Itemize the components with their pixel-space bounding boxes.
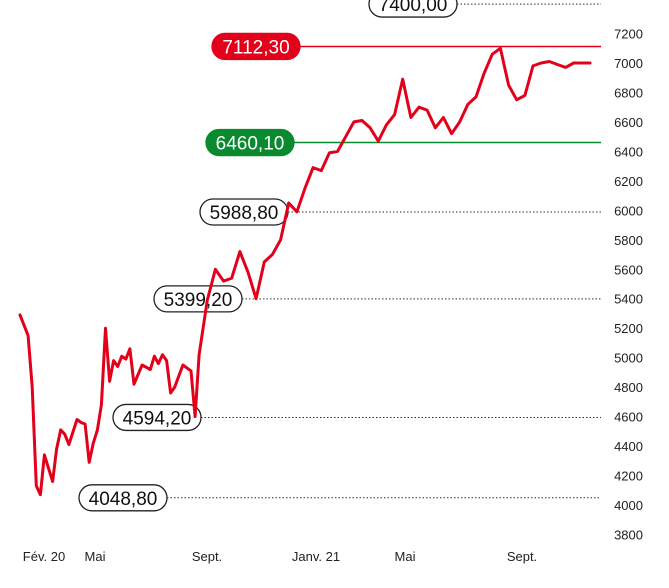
y-axis-ticks: 3800 4000 4200 4400 4600 4800 5000 5200 5400 5600…	[614, 27, 643, 543]
y-tick-label: 6200	[614, 174, 643, 189]
y-tick-label: 5800	[614, 233, 643, 248]
level-label: 4594,20	[123, 408, 192, 429]
y-tick-label: 6000	[614, 203, 643, 218]
level-label-pill	[211, 32, 301, 61]
y-tick-label: 5200	[614, 321, 643, 336]
series-group	[18, 46, 592, 497]
level-label: 5399,20	[164, 290, 233, 311]
level-label: 4048,80	[89, 489, 158, 510]
x-tick-label: Mai	[395, 549, 416, 564]
level-label: 7112,30	[222, 37, 289, 58]
y-tick-label: 5000	[614, 351, 643, 366]
x-tick-label: Sept.	[507, 549, 537, 564]
reference-levels: 7400,00 7112,30 6460,10 5988,80 5399,20 4594,…	[78, 0, 601, 512]
y-tick-label: 4000	[614, 498, 643, 513]
y-tick-label: 4400	[614, 439, 643, 454]
y-tick-label: 6400	[614, 144, 643, 159]
y-tick-label: 5400	[614, 292, 643, 307]
level-label-pill	[153, 285, 243, 313]
x-tick-label: Janv. 21	[292, 549, 340, 564]
y-tick-label: 4200	[614, 469, 643, 484]
level-label-pill	[112, 403, 202, 432]
x-tick-label: Sept.	[192, 549, 222, 564]
level-label: 7400,00	[379, 0, 448, 16]
level-label-pill	[78, 484, 168, 512]
level-label: 5988,80	[210, 203, 279, 224]
x-tick-label: Fév. 20	[23, 549, 65, 564]
x-axis-ticks: Fév. 20 Mai Sept. Janv. 21 Mai Sept.	[23, 549, 537, 564]
y-tick-label: 7000	[614, 56, 643, 71]
y-tick-label: 6800	[614, 85, 643, 100]
level-label: 6460,10	[216, 134, 285, 155]
x-tick-label: Mai	[85, 549, 106, 564]
y-tick-label: 5600	[614, 262, 643, 277]
level-label-pill	[368, 0, 458, 18]
series-line	[18, 46, 592, 497]
level-label-pill	[205, 128, 295, 157]
y-tick-label: 4600	[614, 410, 643, 425]
y-tick-label: 4800	[614, 380, 643, 395]
y-tick-label: 7200	[614, 27, 643, 42]
y-tick-label: 3800	[614, 527, 643, 542]
y-tick-label: 6600	[614, 115, 643, 130]
